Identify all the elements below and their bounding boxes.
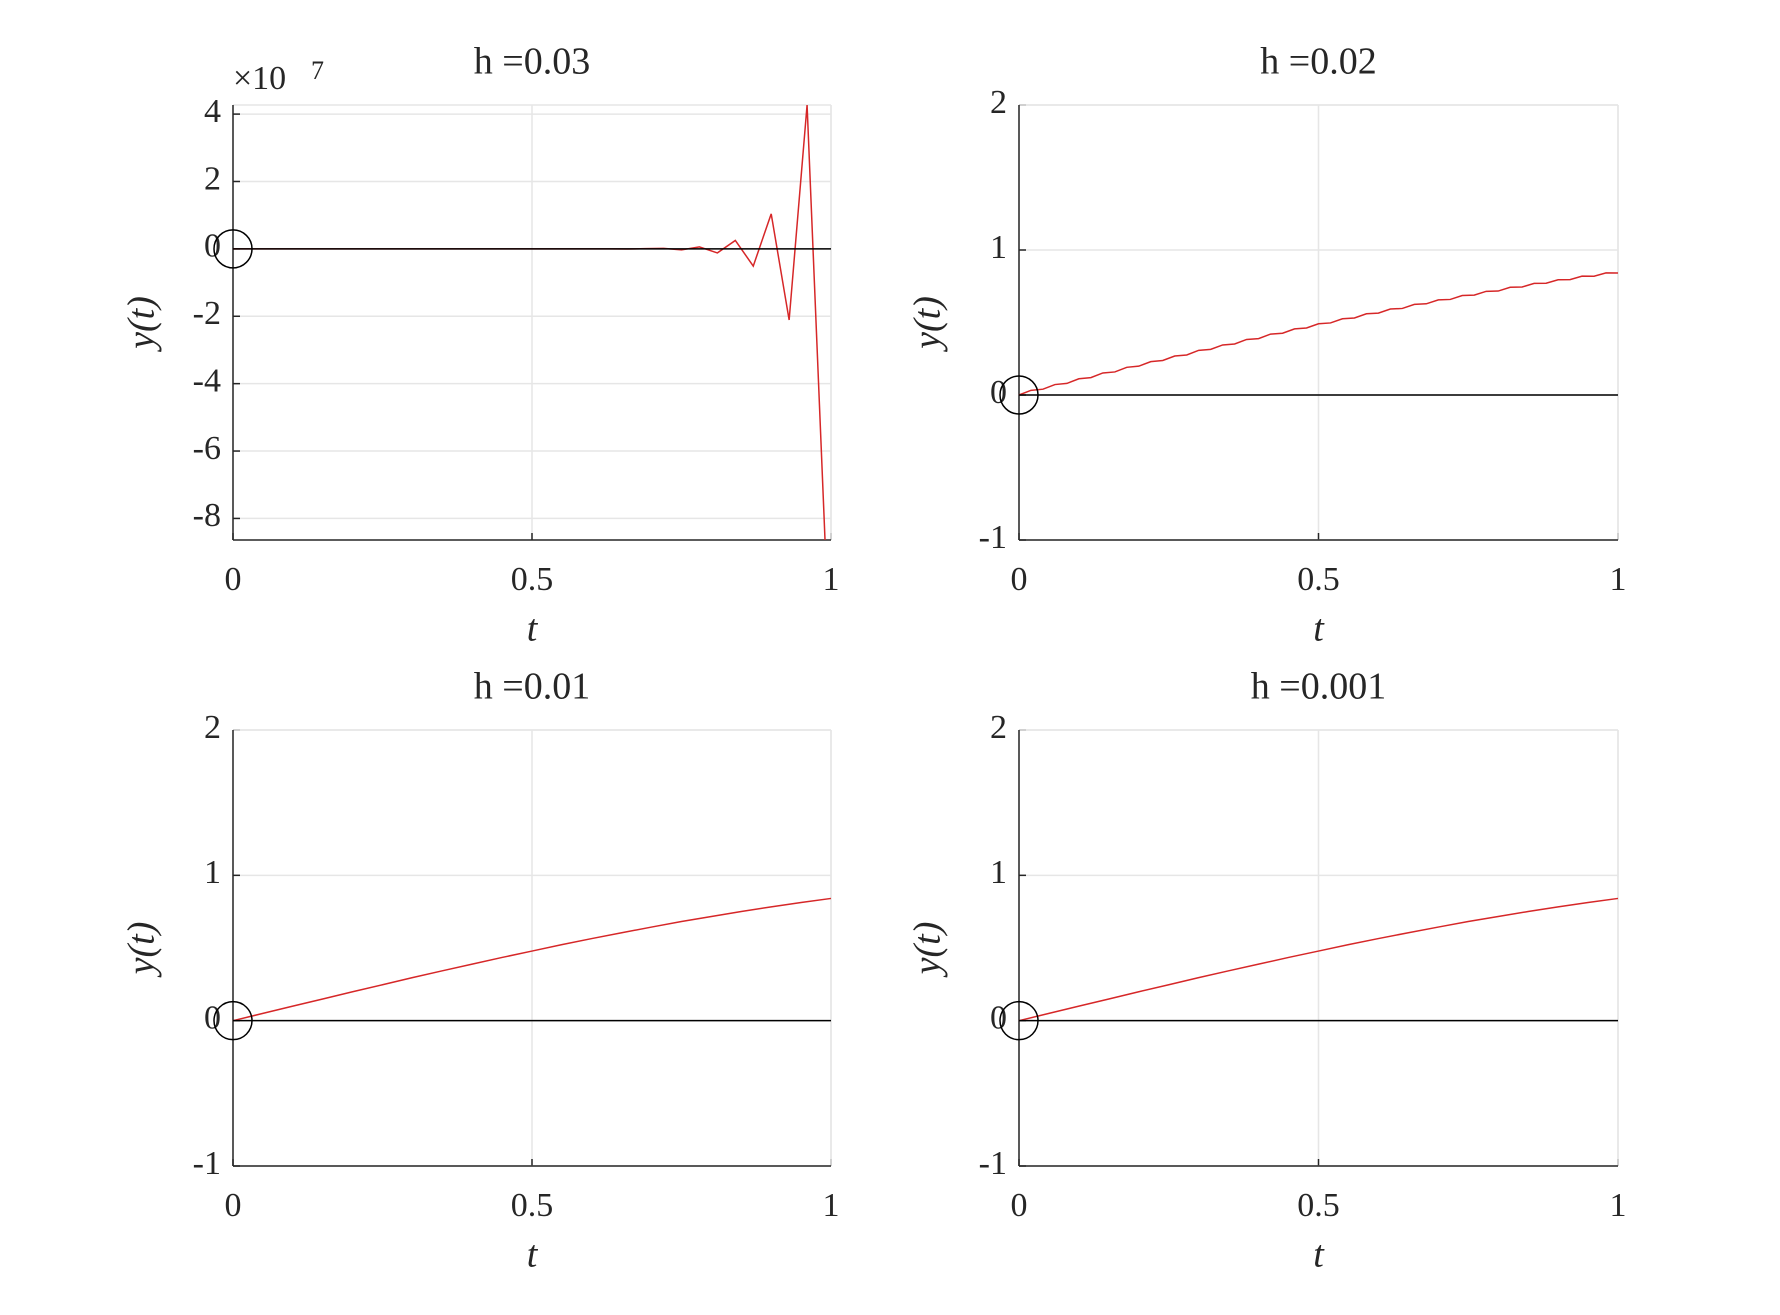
y-tick-label: -6 xyxy=(193,430,221,467)
y-axis-label: y(t) xyxy=(121,922,163,979)
y-tick-label: 0 xyxy=(204,999,221,1036)
y-tick-label: 2 xyxy=(990,709,1007,746)
x-tick-label: 1 xyxy=(823,1187,840,1224)
y-tick-label: -4 xyxy=(193,362,221,399)
y-tick-label: 4 xyxy=(204,93,221,130)
subplot: 0 0.5 1 -8 -6 -4 -2 0 2 4 h =0.03 t y(t) ×10 7 xyxy=(121,41,840,650)
chart-title: h =0.03 xyxy=(474,41,590,83)
y-axis-label: y(t) xyxy=(121,296,163,353)
marker xyxy=(999,375,1039,415)
y-tick-label: -1 xyxy=(979,519,1007,556)
y-tick-label: 1 xyxy=(204,854,221,891)
y-tick-label: 0 xyxy=(204,228,221,265)
y-axis-label: y(t) xyxy=(907,296,949,353)
y-tick-label: -1 xyxy=(193,1145,221,1182)
chart-title: h =0.01 xyxy=(474,666,590,708)
y-tick-label: -8 xyxy=(193,497,221,534)
y-tick-label: 0 xyxy=(990,374,1007,411)
x-tick-label: 1 xyxy=(1610,1187,1627,1224)
x-tick-label: 0.5 xyxy=(511,561,554,598)
y-tick-label: 1 xyxy=(990,229,1007,266)
x-tick-label: 0 xyxy=(225,1187,242,1224)
y-tick-label: 0 xyxy=(990,999,1007,1036)
line xyxy=(1018,897,1619,1022)
y-tick-label: -2 xyxy=(193,295,221,332)
y-exponent-label: ×10 xyxy=(233,60,286,97)
x-axis-label: t xyxy=(527,608,539,650)
line xyxy=(232,897,832,1022)
chart-title: h =0.001 xyxy=(1251,666,1386,708)
x-tick-label: 0.5 xyxy=(1297,561,1340,598)
x-axis-label: t xyxy=(1313,608,1325,650)
x-tick-label: 0.5 xyxy=(1297,1187,1340,1224)
marker xyxy=(999,1000,1039,1041)
chart-title: h =0.02 xyxy=(1260,41,1376,83)
x-tick-label: 0 xyxy=(1011,1187,1028,1224)
x-axis-label: t xyxy=(527,1234,539,1276)
y-tick-label: 2 xyxy=(990,84,1007,121)
x-tick-label: 0 xyxy=(1011,561,1028,598)
y-tick-label: 2 xyxy=(204,709,221,746)
y-tick-label: -1 xyxy=(979,1145,1007,1182)
marker xyxy=(213,229,253,269)
x-tick-label: 0.5 xyxy=(511,1187,554,1224)
x-tick-label: 1 xyxy=(1610,561,1627,598)
y-exponent: 7 xyxy=(311,56,324,85)
y-tick-label: 1 xyxy=(990,854,1007,891)
y-axis-label: y(t) xyxy=(907,922,949,979)
y-tick-label: 2 xyxy=(204,160,221,197)
x-axis-label: t xyxy=(1313,1234,1325,1276)
x-tick-label: 0 xyxy=(225,561,242,598)
line xyxy=(1018,272,1619,396)
line xyxy=(233,105,826,540)
marker xyxy=(213,1000,253,1041)
x-tick-label: 1 xyxy=(823,561,840,598)
